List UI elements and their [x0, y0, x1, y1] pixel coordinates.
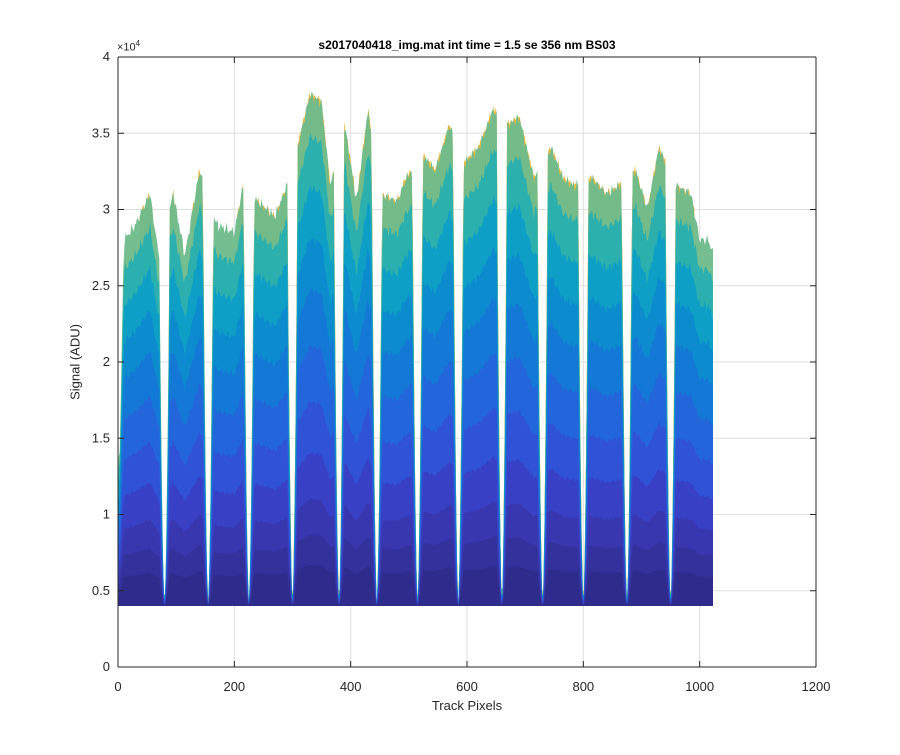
y-tick-label: 2.5 — [92, 278, 110, 293]
y-tick-label: 3 — [103, 202, 110, 217]
x-tick-label: 800 — [572, 679, 594, 694]
x-tick-label: 0 — [114, 679, 121, 694]
series-group — [118, 91, 714, 607]
y-tick-label: 0 — [103, 659, 110, 674]
x-tick-label: 200 — [223, 679, 245, 694]
y-tick-label: 3.5 — [92, 125, 110, 140]
y-tick-label: 1.5 — [92, 430, 110, 445]
y-axis-label: Signal (ADU) — [67, 324, 83, 400]
y-tick-label: 2 — [103, 354, 110, 369]
y-tick-label: 4 — [103, 49, 110, 64]
ticks: 0 200 400 600 800 1000 1200 0 0.5 1 1.5 2 2.5 3 3.5 4 — [92, 49, 831, 694]
x-tick-label: 1200 — [802, 679, 831, 694]
x-axis-label: Track Pixels — [431, 698, 503, 713]
y-axis-exponent-value: 4 — [135, 39, 141, 48]
y-tick-label: 0.5 — [92, 583, 110, 598]
chart-title: s2017040418_img.mat int time = 1.5 se 35… — [318, 38, 616, 52]
y-axis-multiplier: ×10 — [117, 41, 136, 54]
y-axis-exponent: ×104 — [117, 39, 140, 54]
x-tick-label: 400 — [340, 679, 362, 694]
x-tick-label: 1000 — [685, 679, 714, 694]
x-tick-label: 600 — [456, 679, 478, 694]
y-tick-label: 1 — [103, 507, 110, 522]
series-area — [118, 565, 714, 606]
